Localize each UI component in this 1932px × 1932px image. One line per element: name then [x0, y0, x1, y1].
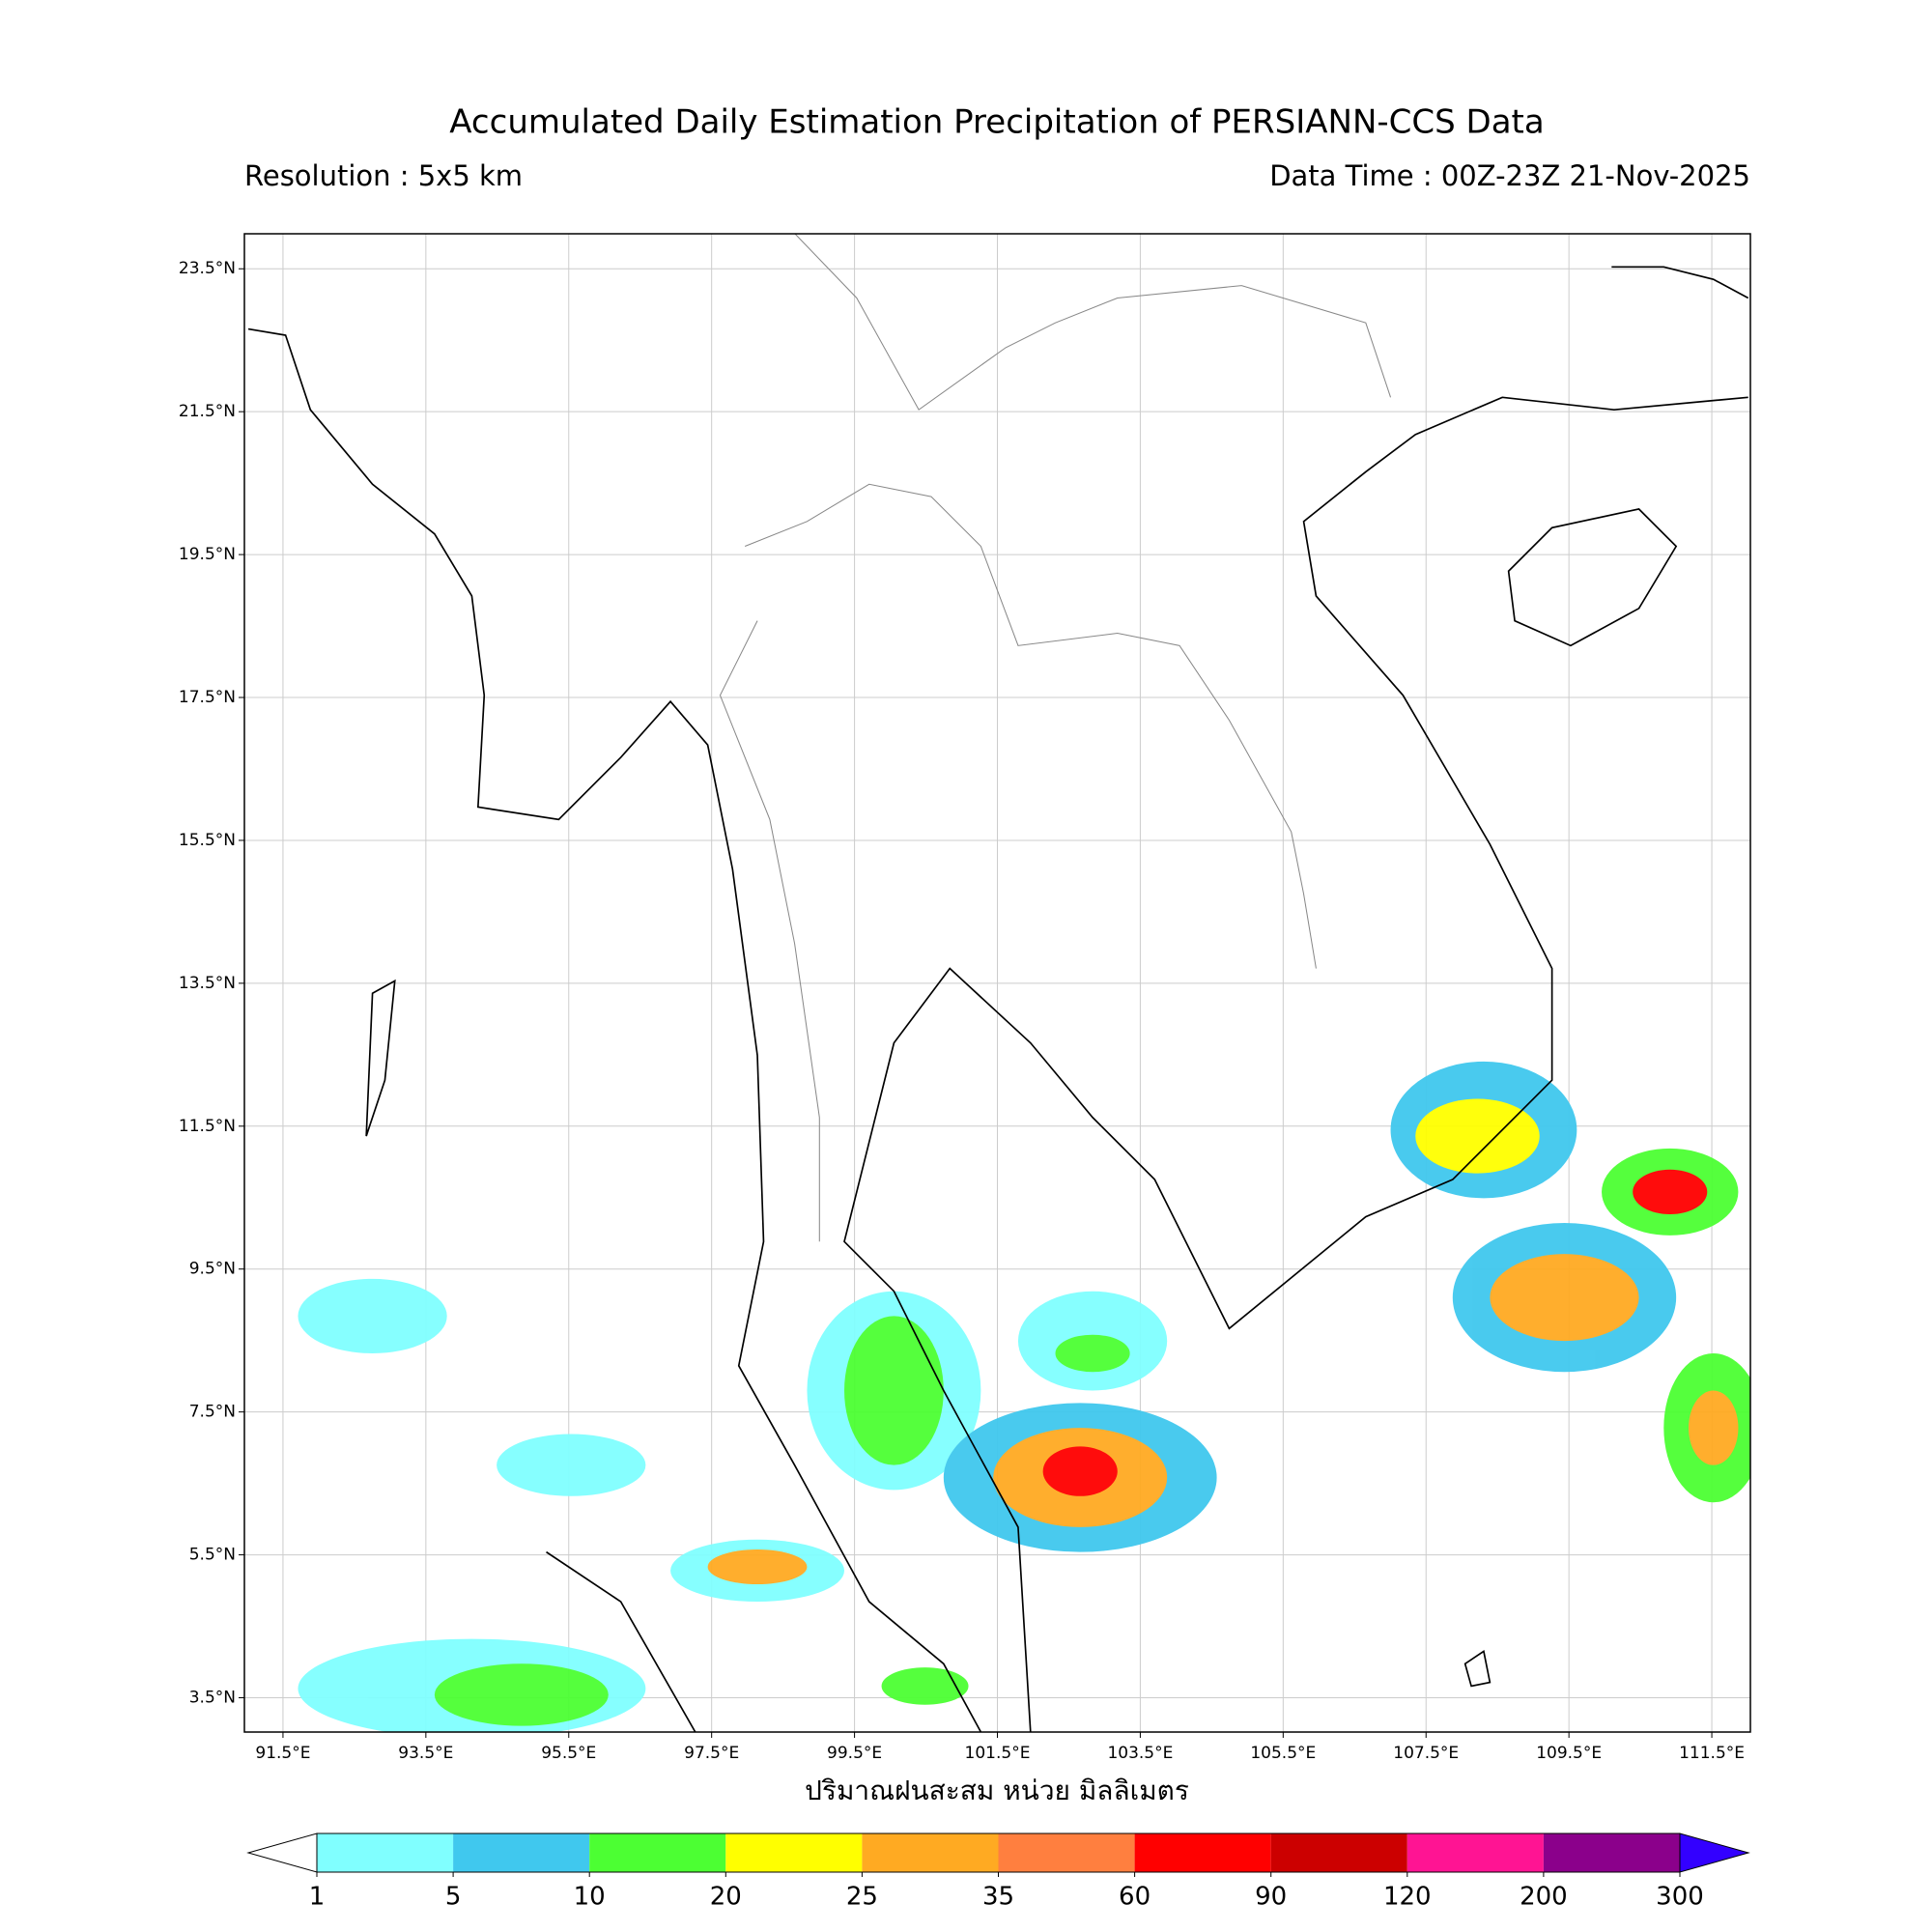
y-tick-label: 15.5°N [179, 831, 236, 850]
y-tick-label: 5.5°N [189, 1546, 236, 1565]
colorbar-bin [998, 1833, 1135, 1872]
colorbar-label: 120 [1383, 1883, 1432, 1912]
colorbar-label: 35 [982, 1883, 1014, 1912]
x-axis-label: ปริมาณฝนสะสม หน่วย มิลลิเมตร [805, 1775, 1189, 1806]
y-tick-label: 19.5°N [179, 545, 236, 564]
title: Accumulated Daily Estimation Precipitati… [449, 103, 1544, 142]
y-tick-label: 13.5°N [179, 974, 236, 993]
x-tick-label: 105.5°E [1250, 1744, 1316, 1763]
x-tick-label: 91.5°E [255, 1744, 310, 1763]
x-tick-label: 107.5°E [1393, 1744, 1459, 1763]
y-tick-label: 17.5°N [179, 688, 236, 707]
colorbar-over [1679, 1833, 1750, 1873]
data-time: Data Time : 00Z-23Z 21-Nov-2025 [1269, 159, 1750, 192]
x-tick-label: 101.5°E [965, 1744, 1031, 1763]
colorbar-label: 300 [1656, 1883, 1704, 1912]
x-tick-label: 109.5°E [1536, 1744, 1602, 1763]
x-tick-label: 99.5°E [827, 1744, 882, 1763]
y-tick-label: 21.5°N [179, 402, 236, 421]
y-tick-label: 23.5°N [179, 259, 236, 278]
colorbar-label: 60 [1119, 1883, 1151, 1912]
x-tick-label: 111.5°E [1679, 1744, 1745, 1763]
colorbar: 1 5 10 20 25 35 60 90 120 200 300 [246, 1833, 1750, 1912]
colorbar-bin [317, 1833, 454, 1872]
colorbar-bin [1406, 1833, 1544, 1872]
y-tick-label: 11.5°N [179, 1117, 236, 1136]
colorbar-label: 20 [710, 1883, 742, 1912]
colorbar-bin [725, 1833, 863, 1872]
colorbar-label: 25 [846, 1883, 878, 1912]
x-tick-label: 93.5°E [398, 1744, 453, 1763]
colorbar-label: 1 [309, 1883, 326, 1912]
y-tick-label: 7.5°N [189, 1403, 236, 1422]
colorbar-bin [862, 1833, 999, 1872]
x-tick-label: 95.5°E [541, 1744, 596, 1763]
map-layer [247, 234, 1750, 1732]
x-tick-label: 103.5°E [1107, 1744, 1173, 1763]
colorbar-bin [1543, 1833, 1680, 1872]
precipitation [298, 1061, 1750, 1732]
x-tick-label: 97.5°E [684, 1744, 739, 1763]
resolution: Resolution : 5x5 km [244, 159, 523, 192]
colorbar-bin [1270, 1833, 1407, 1872]
y-tick-label: 3.5°N [189, 1688, 236, 1707]
colorbar-label: 200 [1520, 1883, 1568, 1912]
y-tick-label: 9.5°N [189, 1260, 236, 1279]
colorbar-bin [1134, 1833, 1271, 1872]
colorbar-under [246, 1833, 318, 1873]
colorbar-bin [589, 1833, 726, 1872]
colorbar-label: 10 [574, 1883, 606, 1912]
colorbar-label: 90 [1255, 1883, 1287, 1912]
colorbar-label: 5 [445, 1883, 462, 1912]
coastlines [247, 234, 1749, 1732]
colorbar-bin [453, 1833, 590, 1872]
